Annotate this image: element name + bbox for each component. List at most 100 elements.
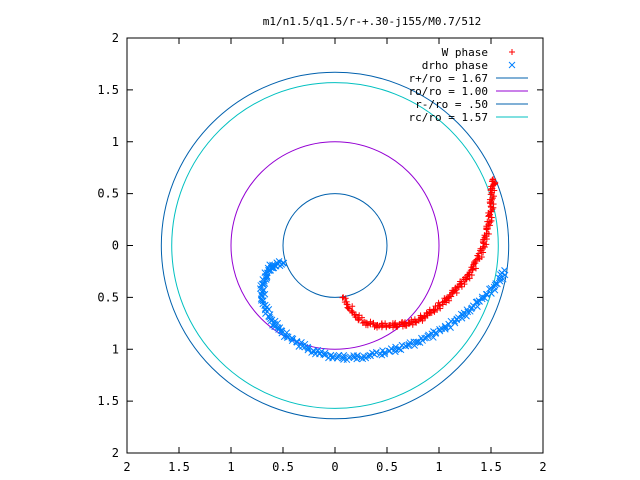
data-point-fill-s0: [355, 316, 362, 323]
data-point-fill-s1-b: [274, 324, 282, 332]
data-point-fill-s0: [466, 269, 473, 276]
x-tick-label: 1: [435, 460, 442, 474]
data-point-fill-s1-b: [453, 316, 460, 324]
data-point-fill-s1-b: [259, 300, 267, 308]
data-point-fill-s0: [481, 244, 488, 251]
legend-label: r+/ro = 1.67: [409, 72, 488, 85]
data-point-fill-s1: [372, 348, 380, 356]
data-point-fill-s1: [499, 275, 507, 283]
data-point-fill-s0: [436, 302, 443, 309]
data-point-fill-s1: [405, 341, 413, 348]
data-point-fill-s1-b: [321, 349, 329, 357]
y-tick-label: 0.5: [97, 290, 119, 304]
data-point-fill-s1: [263, 274, 271, 282]
data-point-fill-s1-b: [395, 345, 403, 353]
data-point-fill-s0: [472, 265, 479, 272]
legend-label: rc/ro = 1.57: [409, 111, 488, 124]
data-point-fill-s0: [461, 281, 468, 288]
data-point-fill-s1-b: [259, 286, 267, 294]
y-tick-label: 1: [112, 342, 119, 356]
data-point-fill-s1: [468, 304, 476, 312]
data-point-fill-s1: [333, 354, 341, 362]
data-point-fill-s1-b: [314, 346, 322, 354]
data-point-fill-s1-b: [381, 350, 388, 358]
data-point-fill-s1-b: [478, 293, 486, 301]
data-point-fill-s0: [484, 218, 491, 225]
data-point-fill-s1: [381, 350, 388, 358]
data-point-fill-s1: [304, 343, 312, 351]
data-point-fill-s1: [288, 334, 296, 342]
x-tick-label: 1: [227, 460, 234, 474]
data-point-fill-s1: [491, 281, 499, 289]
x-tick-label: 0: [331, 460, 338, 474]
data-point-fill-s1: [304, 346, 312, 354]
data-point-fill-s0: [471, 260, 478, 267]
y-tick-label: 1.5: [97, 83, 119, 97]
y-tick-label: 0: [112, 239, 119, 253]
data-point-fill-s1-b: [353, 352, 361, 360]
data-point-fill-s1: [441, 325, 449, 333]
data-point-fill-s0: [355, 317, 362, 324]
data-point-fill-s0: [341, 299, 348, 306]
data-point-fill-s1-b: [334, 352, 342, 360]
data-point-fill-s0: [378, 320, 385, 327]
data-point-fill-s1-b: [496, 277, 504, 285]
x-tick-label: 1.5: [168, 460, 190, 474]
data-point-fill-s1-b: [304, 343, 312, 351]
data-point-fill-s1-b: [463, 312, 470, 320]
data-point-fill-s0: [478, 254, 485, 261]
legend-label: drho phase: [422, 59, 488, 72]
data-point-fill-s0: [386, 322, 393, 329]
data-point-fill-s1-b: [265, 306, 273, 313]
data-point-fill-s1: [451, 319, 459, 327]
y-tick-label: 2: [112, 31, 119, 45]
data-point-fill-s0: [486, 196, 493, 203]
data-point-fill-s0: [466, 275, 473, 282]
data-point-fill-s0: [483, 241, 490, 248]
data-point-fill-s0: [475, 250, 482, 257]
y-tick-label: 0.5: [97, 187, 119, 201]
legend-sample-marker: [509, 49, 515, 55]
data-point-fill-s1: [298, 339, 305, 346]
data-point-fill-s1-b: [463, 306, 471, 314]
data-point-fill-s0: [487, 219, 494, 226]
data-point-fill-s0: [444, 295, 451, 302]
data-point-fill-s0: [435, 299, 442, 306]
data-point-fill-s1: [314, 346, 322, 354]
data-point-fill-s0: [342, 295, 349, 302]
data-point-fill-s0: [382, 320, 389, 327]
data-point-fill-s1-b: [392, 348, 399, 356]
data-point-fill-s1-b: [288, 334, 296, 342]
data-point-fill-s1: [436, 327, 444, 335]
data-point-fill-s0: [491, 187, 498, 194]
data-point-fill-s0: [488, 208, 495, 215]
data-point-fill-s0: [485, 209, 492, 216]
data-point-fill-s1-b: [333, 354, 341, 362]
phase-markers: [256, 176, 509, 364]
data-point-fill-s0: [349, 303, 356, 310]
data-point-fill-s1-b: [278, 327, 286, 335]
legend-label: W phase: [442, 46, 488, 59]
data-point-fill-s0: [344, 304, 351, 311]
chart-title: m1/n1.5/q1.5/r-+.30-j155/M0.7/512: [263, 15, 482, 28]
data-point-fill-s0: [434, 306, 441, 313]
data-point-fill-s0: [430, 307, 437, 314]
data-point-fill-s1-b: [256, 285, 264, 292]
data-point-fill-s1-b: [482, 290, 490, 298]
data-point-fill-s1: [259, 300, 267, 308]
data-point-fill-s1-b: [266, 261, 274, 269]
data-point-fill-s1-b: [278, 329, 286, 337]
data-point-fill-s1: [386, 347, 394, 355]
data-point-fill-s0: [370, 320, 377, 327]
data-point-fill-s1: [429, 334, 437, 341]
data-point-fill-s0: [481, 232, 488, 239]
data-point-fill-s1: [267, 315, 274, 323]
data-point-s0: [490, 176, 497, 183]
data-point-s1-b: [329, 353, 337, 360]
data-point-s1-b: [350, 354, 358, 361]
data-point-fill-s1: [283, 332, 291, 340]
data-point-fill-s1-b: [424, 332, 432, 340]
data-point-fill-s1-b: [267, 315, 274, 323]
data-point-fill-s1-b: [436, 327, 444, 335]
